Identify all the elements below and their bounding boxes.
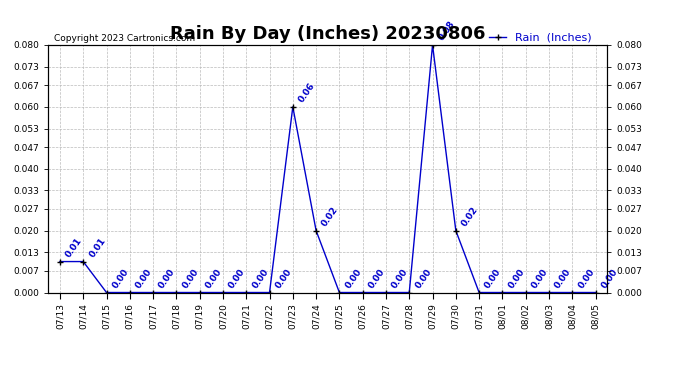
Text: 0.01: 0.01	[64, 236, 84, 259]
Text: Copyright 2023 Cartronics.com: Copyright 2023 Cartronics.com	[54, 33, 195, 42]
Text: 0.00: 0.00	[600, 267, 620, 290]
Text: 0.00: 0.00	[274, 267, 293, 290]
Text: 0.00: 0.00	[506, 267, 526, 290]
Text: 0.00: 0.00	[204, 267, 224, 290]
Text: 0.00: 0.00	[483, 267, 503, 290]
Text: 0.00: 0.00	[250, 267, 270, 290]
Text: 0.00: 0.00	[227, 267, 247, 290]
Legend: Rain  (Inches): Rain (Inches)	[485, 28, 596, 47]
Text: 0.00: 0.00	[553, 267, 573, 290]
Text: 0.01: 0.01	[88, 236, 108, 259]
Text: 0.02: 0.02	[460, 205, 480, 228]
Text: 0.08: 0.08	[437, 19, 457, 42]
Text: 0.06: 0.06	[297, 81, 317, 104]
Text: 0.02: 0.02	[320, 205, 340, 228]
Text: 0.00: 0.00	[134, 267, 154, 290]
Text: 0.00: 0.00	[344, 267, 364, 290]
Text: 0.00: 0.00	[576, 267, 596, 290]
Text: 0.00: 0.00	[110, 267, 130, 290]
Text: 0.00: 0.00	[390, 267, 410, 290]
Text: 0.00: 0.00	[181, 267, 200, 290]
Text: 0.00: 0.00	[530, 267, 550, 290]
Text: 0.00: 0.00	[413, 267, 433, 290]
Text: 0.00: 0.00	[367, 267, 386, 290]
Text: 0.00: 0.00	[157, 267, 177, 290]
Title: Rain By Day (Inches) 20230806: Rain By Day (Inches) 20230806	[170, 26, 486, 44]
